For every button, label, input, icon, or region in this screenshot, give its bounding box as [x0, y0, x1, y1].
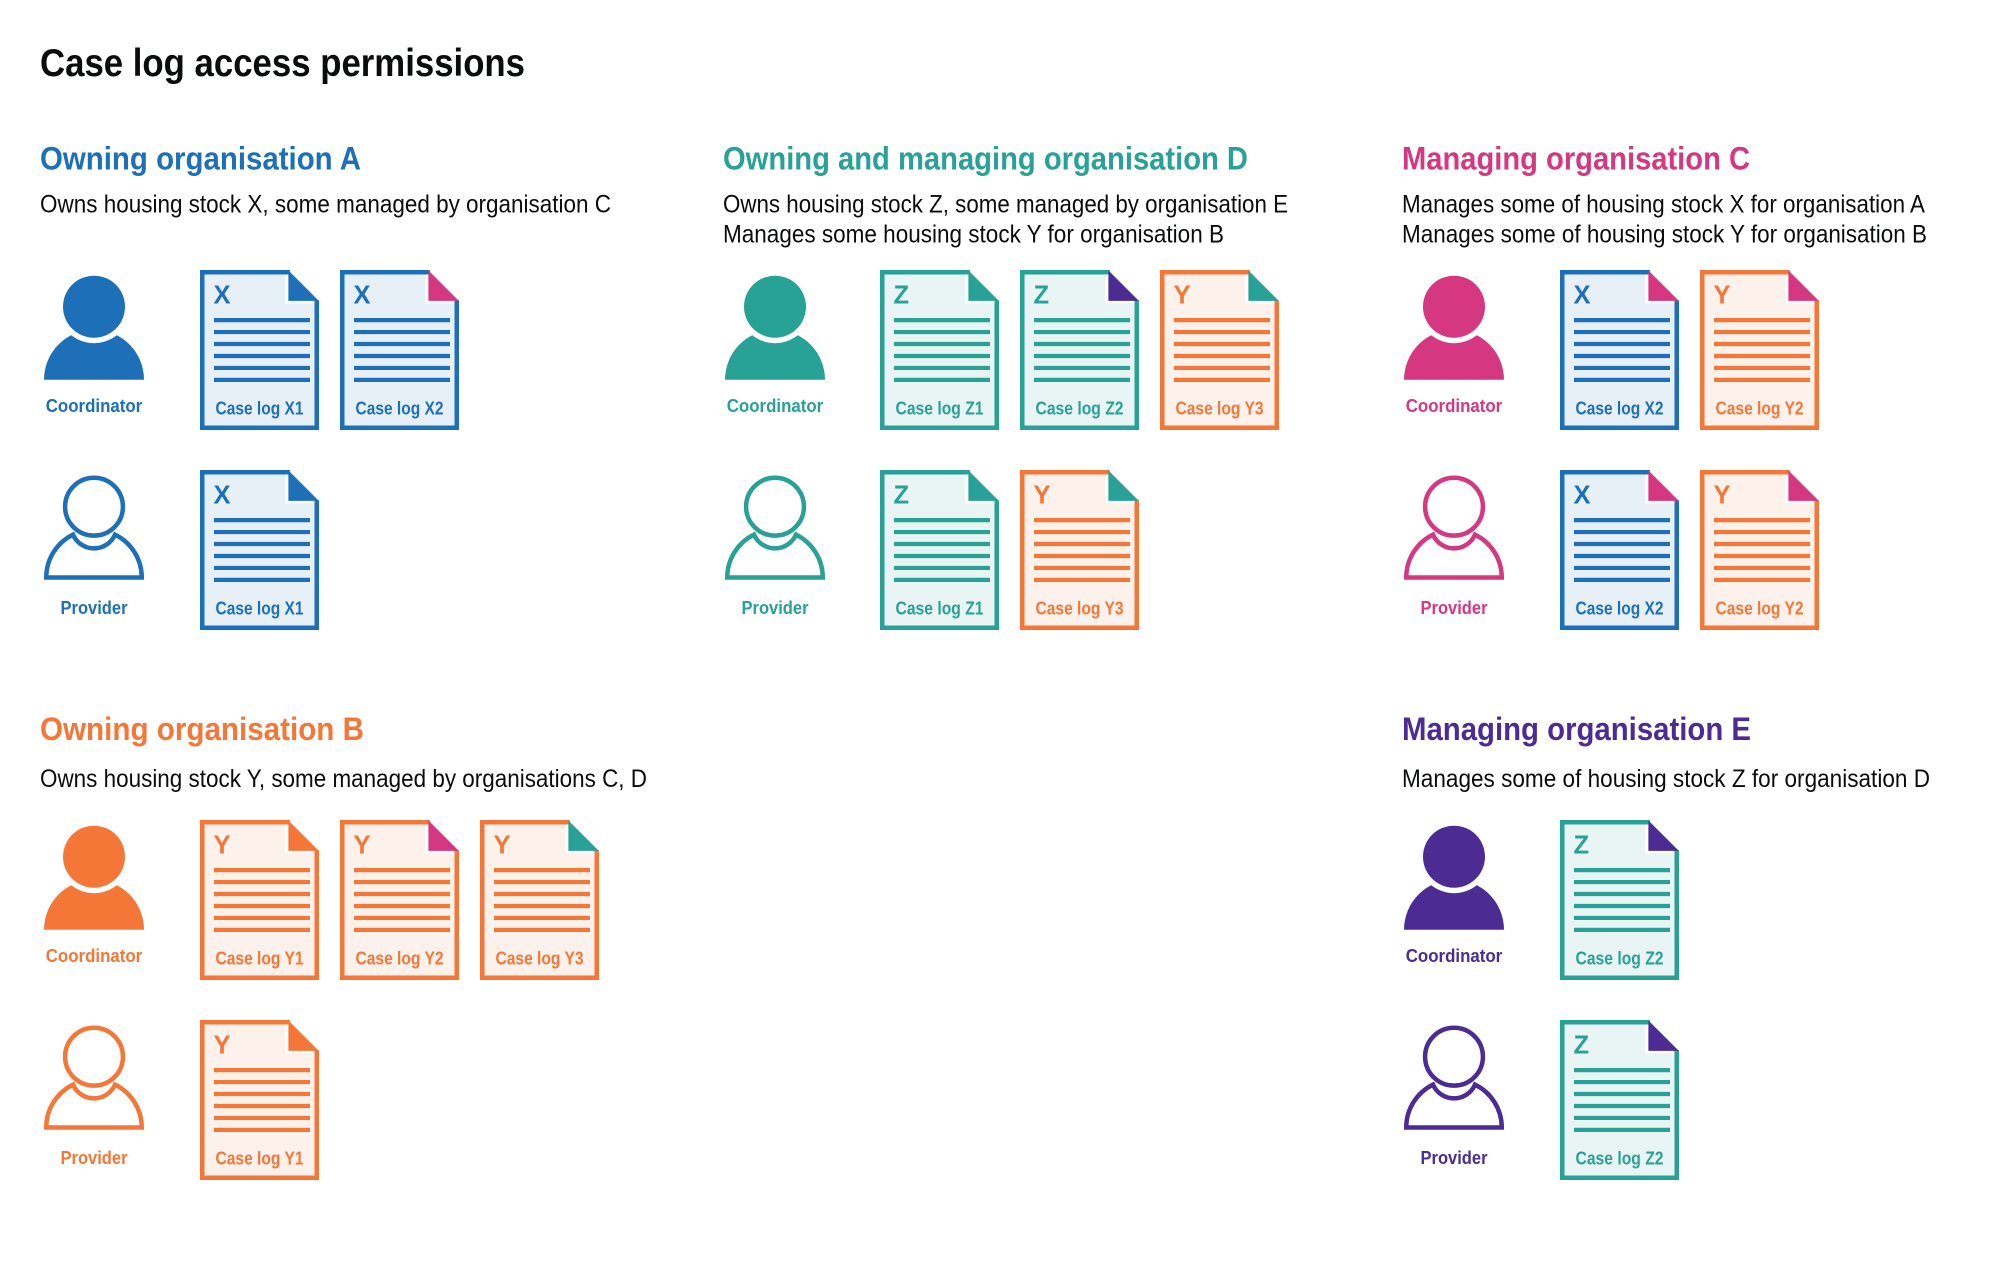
svg-text:X: X [214, 482, 231, 510]
svg-text:Managing organisation E: Managing organisation E [1402, 711, 1751, 747]
svg-text:Case log Y2: Case log Y2 [1716, 398, 1804, 419]
svg-text:Y: Y [1034, 482, 1051, 510]
svg-text:Z: Z [894, 482, 910, 510]
svg-text:Case log Z2: Case log Z2 [1576, 1148, 1664, 1169]
svg-text:Case log Y3: Case log Y3 [1176, 398, 1264, 419]
svg-text:Case log Y1: Case log Y1 [216, 948, 304, 969]
svg-text:Y: Y [1714, 282, 1731, 310]
svg-text:Provider: Provider [61, 1148, 128, 1168]
svg-text:Provider: Provider [742, 598, 809, 618]
svg-text:Z: Z [1574, 1032, 1590, 1060]
svg-text:Provider: Provider [61, 598, 128, 618]
svg-text:Manages some housing stock Y f: Manages some housing stock Y for organis… [723, 221, 1224, 249]
svg-text:Case log access permissions: Case log access permissions [40, 42, 525, 85]
svg-text:Z: Z [1034, 282, 1050, 310]
svg-text:Z: Z [894, 282, 910, 310]
svg-text:Case log Y3: Case log Y3 [1036, 598, 1124, 619]
svg-text:Y: Y [494, 832, 511, 860]
svg-text:Provider: Provider [1421, 598, 1488, 618]
svg-text:Case log Y2: Case log Y2 [356, 948, 444, 969]
svg-text:Case log X1: Case log X1 [216, 398, 304, 419]
svg-text:Case log Y3: Case log Y3 [496, 948, 584, 969]
svg-text:Owns housing stock X, some man: Owns housing stock X, some managed by or… [40, 191, 611, 219]
svg-text:Owning organisation B: Owning organisation B [40, 711, 364, 747]
svg-text:Manages some of housing stock: Manages some of housing stock X for orga… [1402, 191, 1925, 219]
svg-text:X: X [1574, 282, 1591, 310]
svg-text:Case log Y1: Case log Y1 [216, 1148, 304, 1169]
svg-text:X: X [1574, 482, 1591, 510]
svg-text:Coordinator: Coordinator [46, 396, 143, 416]
svg-text:Case log Z1: Case log Z1 [896, 398, 984, 419]
svg-text:Y: Y [214, 1032, 231, 1060]
svg-text:Case log Y2: Case log Y2 [1716, 598, 1804, 619]
svg-text:Y: Y [1174, 282, 1191, 310]
svg-text:X: X [354, 282, 371, 310]
svg-text:Owning and managing organisati: Owning and managing organisation D [723, 141, 1248, 177]
svg-text:Case log Z1: Case log Z1 [896, 598, 984, 619]
svg-text:Coordinator: Coordinator [727, 396, 824, 416]
svg-text:Coordinator: Coordinator [1406, 946, 1503, 966]
svg-text:Managing organisation C: Managing organisation C [1402, 141, 1750, 177]
svg-text:Y: Y [214, 832, 231, 860]
svg-text:Manages some of housing stock: Manages some of housing stock Z for orga… [1402, 765, 1930, 793]
svg-text:Owning organisation A: Owning organisation A [40, 141, 361, 177]
svg-text:X: X [214, 282, 231, 310]
svg-text:Y: Y [354, 832, 371, 860]
svg-text:Case log X2: Case log X2 [1576, 598, 1664, 619]
svg-text:Coordinator: Coordinator [46, 946, 143, 966]
svg-text:Case log Z2: Case log Z2 [1576, 948, 1664, 969]
svg-text:Manages some of housing stock: Manages some of housing stock Y for orga… [1402, 221, 1927, 249]
svg-text:Owns housing stock Z, some man: Owns housing stock Z, some managed by or… [723, 191, 1288, 219]
svg-text:Case log Z2: Case log Z2 [1036, 398, 1124, 419]
svg-text:Owns housing stock Y, some man: Owns housing stock Y, some managed by or… [40, 765, 647, 793]
svg-text:Z: Z [1574, 832, 1590, 860]
svg-text:Y: Y [1714, 482, 1731, 510]
svg-text:Case log X1: Case log X1 [216, 598, 304, 619]
svg-text:Coordinator: Coordinator [1406, 396, 1503, 416]
svg-text:Provider: Provider [1421, 1148, 1488, 1168]
svg-text:Case log X2: Case log X2 [1576, 398, 1664, 419]
svg-text:Case log X2: Case log X2 [356, 398, 444, 419]
